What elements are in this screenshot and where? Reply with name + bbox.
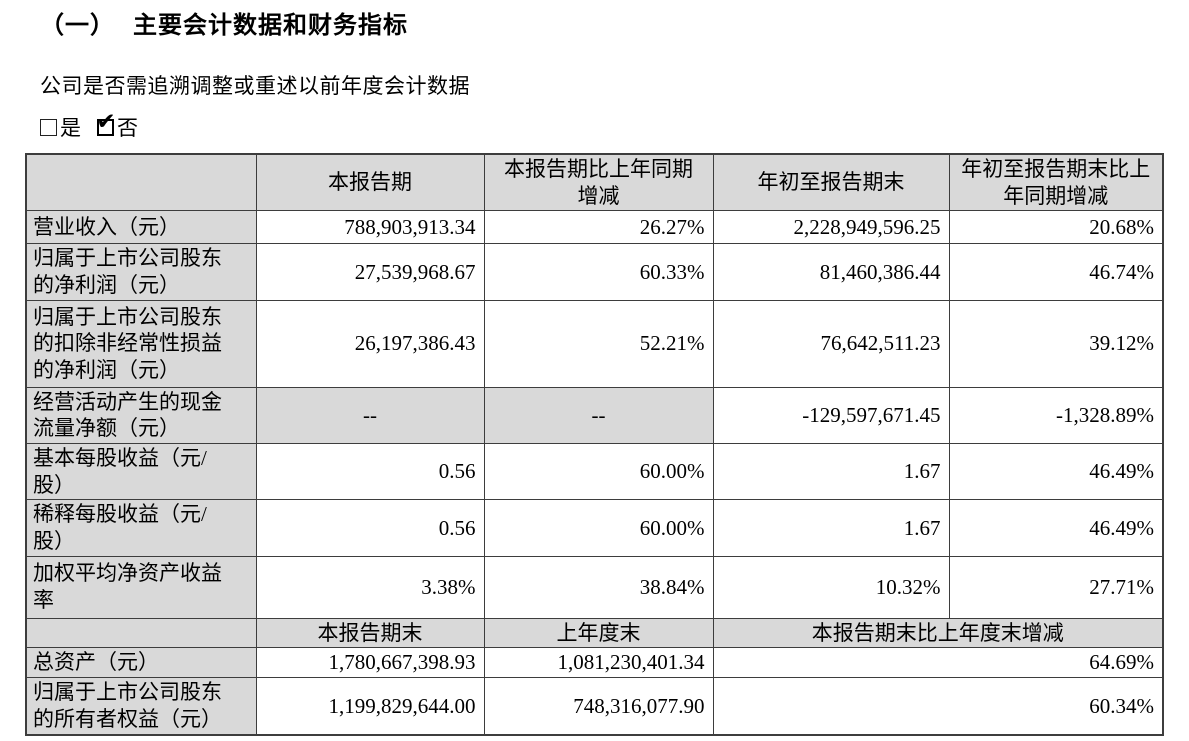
- cell-value: 60.34%: [712, 677, 1164, 736]
- cell-value: 81,460,386.44: [712, 243, 950, 301]
- cell-value: 26,197,386.43: [255, 299, 485, 388]
- row-label: 加权平均净资产收益 率: [25, 555, 257, 619]
- checkbox-checked-icon: ✔: [96, 111, 116, 136]
- row-label: 经营活动产生的现金 流量净额（元）: [25, 386, 257, 444]
- cell-value: -129,597,671.45: [712, 386, 950, 444]
- checkmark-icon: ✔: [96, 109, 116, 135]
- cell-not-applicable: --: [255, 386, 485, 444]
- cell-value: 27,539,968.67: [255, 243, 485, 301]
- checkbox-yes-label: 是: [60, 116, 81, 140]
- table-row-operating-cash-flow: 经营活动产生的现金 流量净额（元） -- -- -129,597,671.45 …: [25, 386, 1164, 444]
- header-end-of-period: 本报告期末: [255, 617, 485, 649]
- cell-value: 0.56: [255, 442, 485, 501]
- cell-value: 46.74%: [948, 243, 1164, 301]
- cell-value: 1.67: [712, 499, 950, 557]
- row-label: 基本每股收益（元/ 股）: [25, 442, 257, 501]
- header-blank-cell: [25, 617, 257, 649]
- restatement-question: 公司是否需追溯调整或重述以前年度会计数据: [40, 74, 470, 98]
- header-yoy-change: 本报告期比上年同期 增减: [483, 153, 714, 212]
- cell-value: 27.71%: [948, 555, 1164, 619]
- cell-value: 46.49%: [948, 442, 1164, 501]
- cell-not-applicable: --: [483, 386, 714, 444]
- cell-value: 52.21%: [483, 299, 714, 388]
- checkbox-no[interactable]: ✔ 否: [96, 111, 138, 142]
- cell-value: 1,780,667,398.93: [255, 647, 485, 679]
- header-period-vs-last-year-change: 本报告期末比上年度末增减: [712, 617, 1164, 649]
- cell-value: -1,328.89%: [948, 386, 1164, 444]
- table-header-row-2: 本报告期末 上年度末 本报告期末比上年度末增减: [25, 617, 1164, 649]
- cell-value: 1.67: [712, 442, 950, 501]
- table-row-weighted-avg-roe: 加权平均净资产收益 率 3.38% 38.84% 10.32% 27.71%: [25, 555, 1164, 619]
- cell-value: 60.00%: [483, 499, 714, 557]
- section-title: （一） 主要会计数据和财务指标: [40, 5, 408, 40]
- cell-value: 748,316,077.90: [483, 677, 714, 736]
- header-end-of-last-year: 上年度末: [483, 617, 714, 649]
- table-row-total-assets: 总资产（元） 1,780,667,398.93 1,081,230,401.34…: [25, 647, 1164, 679]
- table-row-operating-revenue: 营业收入（元） 788,903,913.34 26.27% 2,228,949,…: [25, 210, 1164, 245]
- table-row-net-profit-attributable: 归属于上市公司股东 的净利润（元） 27,539,968.67 60.33% 8…: [25, 243, 1164, 301]
- checkbox-yes[interactable]: 是: [40, 112, 81, 142]
- row-label: 归属于上市公司股东 的净利润（元）: [25, 243, 257, 301]
- row-label: 营业收入（元）: [25, 210, 257, 245]
- cell-value: 64.69%: [712, 647, 1164, 679]
- row-label: 稀释每股收益（元/ 股）: [25, 499, 257, 557]
- cell-value: 26.27%: [483, 210, 714, 245]
- checkbox-unchecked-icon: [40, 118, 57, 136]
- cell-value: 38.84%: [483, 555, 714, 619]
- cell-value: 46.49%: [948, 499, 1164, 557]
- section-number: （一）: [40, 13, 115, 39]
- cell-value: 2,228,949,596.25: [712, 210, 950, 245]
- header-ytd: 年初至报告期末: [712, 153, 950, 212]
- row-label: 总资产（元）: [25, 647, 257, 679]
- table-header-row-1: 本报告期 本报告期比上年同期 增减 年初至报告期末 年初至报告期末比上 年同期增…: [25, 153, 1164, 212]
- cell-value: 76,642,511.23: [712, 299, 950, 388]
- header-ytd-yoy-change: 年初至报告期末比上 年同期增减: [948, 153, 1164, 212]
- cell-value: 60.33%: [483, 243, 714, 301]
- header-blank-cell: [25, 153, 257, 212]
- financial-indicators-table: 本报告期 本报告期比上年同期 增减 年初至报告期末 年初至报告期末比上 年同期增…: [25, 153, 1164, 736]
- cell-value: 20.68%: [948, 210, 1164, 245]
- cell-value: 788,903,913.34: [255, 210, 485, 245]
- table-row-diluted-eps: 稀释每股收益（元/ 股） 0.56 60.00% 1.67 46.49%: [25, 499, 1164, 557]
- cell-value: 1,081,230,401.34: [483, 647, 714, 679]
- checkbox-no-label: 否: [117, 116, 138, 140]
- table-row-basic-eps: 基本每股收益（元/ 股） 0.56 60.00% 1.67 46.49%: [25, 442, 1164, 501]
- row-label: 归属于上市公司股东 的扣除非经常性损益 的净利润（元）: [25, 299, 257, 388]
- cell-value: 0.56: [255, 499, 485, 557]
- table-row-net-profit-excl-nonrecurring: 归属于上市公司股东 的扣除非经常性损益 的净利润（元） 26,197,386.4…: [25, 299, 1164, 388]
- cell-value: 60.00%: [483, 442, 714, 501]
- header-current-period: 本报告期: [255, 153, 485, 212]
- section-title-text: 主要会计数据和财务指标: [133, 13, 408, 39]
- cell-value: 1,199,829,644.00: [255, 677, 485, 736]
- cell-value: 3.38%: [255, 555, 485, 619]
- row-label: 归属于上市公司股东 的所有者权益（元）: [25, 677, 257, 736]
- table-row-owners-equity: 归属于上市公司股东 的所有者权益（元） 1,199,829,644.00 748…: [25, 677, 1164, 736]
- cell-value: 10.32%: [712, 555, 950, 619]
- checkbox-row: 是 ✔ 否: [40, 111, 154, 142]
- cell-value: 39.12%: [948, 299, 1164, 388]
